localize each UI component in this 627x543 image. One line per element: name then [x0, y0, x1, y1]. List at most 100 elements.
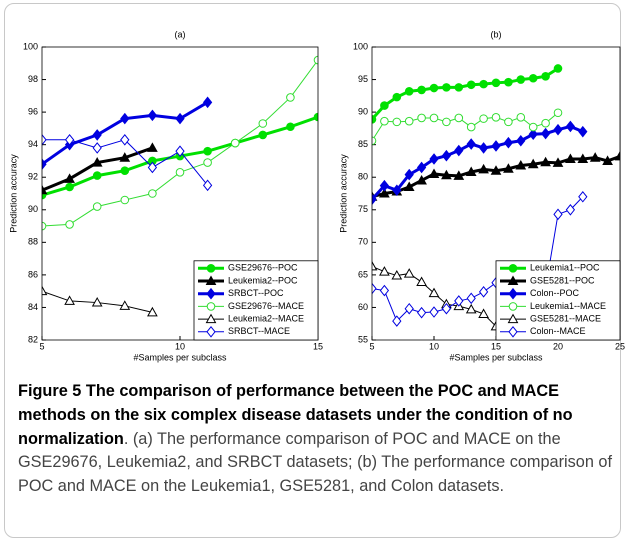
marker [148, 189, 157, 198]
marker [416, 276, 427, 287]
chart-title: (a) [175, 29, 186, 39]
y-tick-label: 100 [353, 41, 368, 51]
series-line [372, 112, 559, 142]
legend-label: GSE5281--MACE [530, 313, 601, 323]
marker [578, 125, 588, 138]
marker [503, 163, 514, 173]
marker [379, 266, 390, 276]
marker [119, 300, 131, 310]
marker [491, 140, 501, 152]
marker [466, 138, 476, 150]
marker [416, 161, 427, 174]
marker [540, 156, 551, 167]
y-tick-label: 100 [23, 41, 38, 51]
marker [429, 83, 439, 93]
marker [120, 133, 130, 146]
legend-label: GSE29676--MACE [228, 301, 304, 311]
marker [380, 101, 389, 110]
marker [203, 146, 212, 156]
y-tick-label: 80 [358, 172, 368, 182]
x-tick-label: 15 [491, 341, 501, 351]
y-tick-label: 90 [28, 204, 38, 214]
y-tick-label: 86 [28, 269, 38, 279]
marker [504, 77, 513, 87]
marker [577, 153, 589, 163]
marker [508, 264, 518, 273]
marker [565, 153, 576, 163]
marker [64, 173, 75, 183]
marker [454, 295, 464, 307]
marker [507, 275, 519, 285]
marker [528, 122, 538, 132]
marker [64, 295, 75, 305]
x-axis-label: #Samples per subclass [133, 352, 227, 362]
marker [508, 302, 518, 311]
y-tick-label: 88 [28, 237, 38, 247]
y-tick-label: 94 [28, 139, 38, 149]
marker [120, 195, 130, 205]
marker [442, 117, 451, 127]
marker [441, 302, 452, 315]
marker [258, 119, 268, 128]
y-tick-label: 92 [28, 172, 38, 182]
legend-label: Leukemia2--MACE [228, 313, 304, 323]
marker [65, 220, 74, 229]
marker [380, 116, 389, 126]
caption: Figure 5 The comparison of performance b… [18, 380, 614, 499]
marker [553, 208, 563, 221]
marker [392, 117, 402, 127]
marker [516, 75, 526, 84]
marker [553, 123, 563, 136]
marker [206, 302, 216, 311]
figure-frame [4, 3, 621, 538]
marker [372, 260, 378, 271]
marker [42, 133, 47, 146]
marker [541, 118, 550, 128]
marker [392, 315, 402, 327]
y-axis-label: Prediction accuracy [338, 154, 348, 233]
marker [417, 85, 426, 95]
y-tick-label: 85 [358, 139, 368, 149]
legend-label: Leukemia1--POC [530, 263, 600, 273]
marker [147, 142, 158, 152]
legend-label: SRBCT--MACE [228, 326, 290, 336]
marker [441, 169, 452, 180]
x-tick-label: 25 [615, 341, 625, 351]
series-line [42, 59, 318, 227]
marker [429, 153, 439, 165]
marker [147, 161, 158, 174]
marker [404, 86, 414, 96]
marker [540, 127, 551, 140]
marker [404, 302, 414, 315]
marker [578, 190, 588, 203]
marker [403, 181, 415, 191]
marker [441, 149, 452, 162]
marker [466, 122, 476, 132]
x-tick-label: 15 [313, 341, 323, 351]
y-tick-label: 96 [28, 106, 38, 116]
marker [92, 129, 102, 141]
marker [175, 112, 185, 125]
marker [147, 109, 158, 122]
marker [428, 287, 440, 298]
marker [91, 297, 103, 307]
marker [490, 165, 502, 175]
marker [466, 292, 476, 305]
marker [516, 113, 526, 122]
marker [466, 80, 476, 90]
marker [478, 308, 489, 318]
marker [206, 325, 216, 338]
marker [313, 55, 318, 65]
marker [454, 83, 464, 92]
marker [602, 155, 613, 165]
marker [206, 264, 216, 273]
marker [175, 145, 185, 157]
caption-text: . (a) The performance comparison of POC … [18, 429, 612, 496]
marker [541, 72, 550, 81]
marker [416, 174, 427, 185]
marker [478, 142, 489, 154]
caption-title: The comparison of performance between th… [18, 382, 573, 448]
y-tick-label: 70 [358, 237, 368, 247]
x-axis-label: #Samples per subclass [449, 352, 543, 362]
marker [119, 152, 131, 162]
